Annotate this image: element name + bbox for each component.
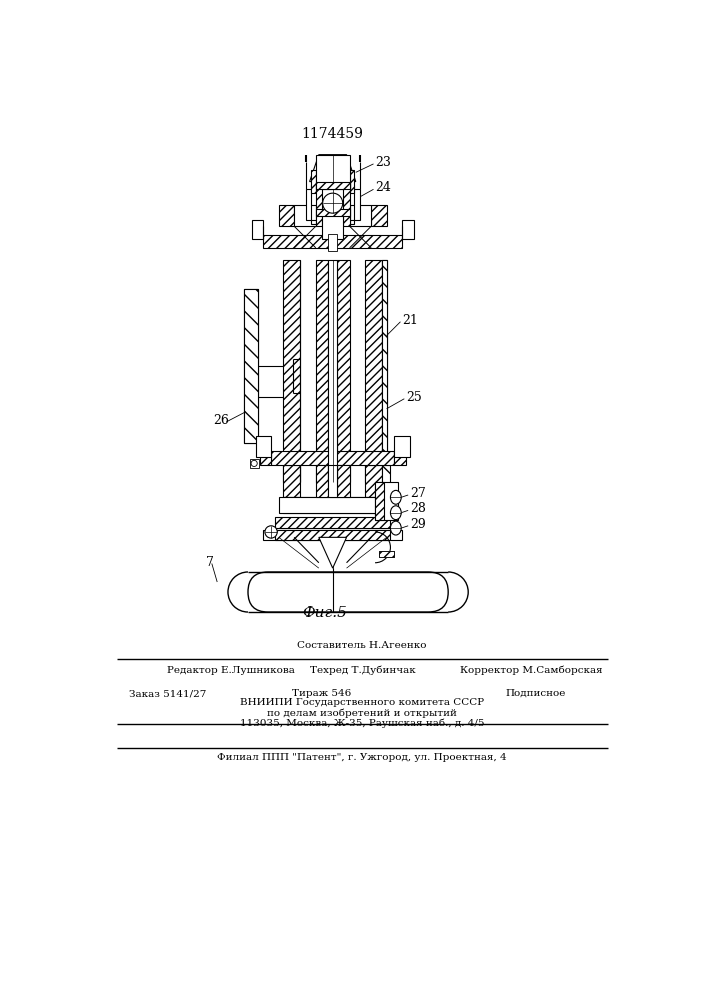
Bar (328, 260, 337, 482)
Bar (244, 289, 258, 443)
Bar (244, 289, 258, 443)
Text: Заказ 5141/27: Заказ 5141/27 (129, 689, 206, 698)
Text: 27: 27 (409, 487, 426, 500)
Bar (284, 260, 300, 482)
Ellipse shape (390, 521, 402, 535)
Bar (365, 465, 382, 497)
Bar (311, 170, 316, 193)
Bar (382, 465, 390, 497)
Bar (328, 465, 337, 497)
Text: Филиал ППП "Патент", г. Ужгород, ул. Проектная, 4: Филиал ППП "Патент", г. Ужгород, ул. Про… (217, 753, 507, 762)
Bar (350, 170, 354, 193)
Bar (337, 465, 350, 497)
Text: 28: 28 (409, 502, 426, 515)
Bar (344, 184, 350, 226)
Bar (284, 465, 300, 497)
Text: Редактор Е.Лушникова: Редактор Е.Лушникова (167, 666, 295, 675)
Text: Техред Т.Дубинчак: Техред Т.Дубинчак (310, 666, 415, 675)
Bar (395, 436, 409, 457)
Bar (382, 260, 387, 482)
Bar (259, 451, 271, 465)
Polygon shape (350, 185, 360, 224)
Bar (402, 220, 414, 239)
Bar (275, 530, 390, 540)
Text: 113035, Москва, Ж-35, Раушская наб., д. 4/5: 113035, Москва, Ж-35, Раушская наб., д. … (240, 718, 484, 728)
Text: 26: 26 (214, 414, 229, 427)
Circle shape (251, 460, 257, 467)
Bar (319, 170, 346, 182)
Bar (275, 517, 390, 528)
Text: по делам изобретений и открытий: по делам изобретений и открытий (267, 708, 457, 718)
Bar (337, 260, 350, 482)
Bar (264, 235, 402, 248)
Circle shape (322, 193, 343, 213)
Bar (316, 209, 350, 216)
Bar (279, 205, 294, 226)
Text: ВНИИПИ Государственного комитета СССР: ВНИИПИ Государственного комитета СССР (240, 698, 484, 707)
Bar (375, 482, 398, 520)
Ellipse shape (390, 490, 402, 504)
Polygon shape (319, 537, 346, 568)
Text: 25: 25 (406, 391, 421, 404)
Bar (322, 210, 344, 239)
Text: Тираж 546: Тираж 546 (291, 689, 351, 698)
Text: 29: 29 (409, 518, 426, 531)
FancyBboxPatch shape (248, 572, 448, 612)
Bar (350, 205, 371, 226)
Bar (365, 260, 382, 482)
Text: Корректор М.Самборская: Корректор М.Самборская (460, 666, 602, 675)
Text: Подписное: Подписное (506, 689, 566, 698)
Bar (316, 155, 350, 189)
Bar (316, 182, 350, 189)
Bar (256, 436, 271, 457)
Bar (250, 459, 259, 468)
Bar (252, 220, 264, 239)
Bar (294, 205, 316, 226)
Bar (379, 551, 395, 557)
Ellipse shape (390, 506, 402, 520)
Bar (395, 451, 406, 465)
Bar (316, 260, 328, 482)
Polygon shape (305, 185, 316, 224)
Bar (375, 482, 385, 520)
Text: 23: 23 (375, 156, 391, 169)
Text: 24: 24 (375, 181, 391, 194)
Text: 21: 21 (402, 314, 418, 327)
Bar (328, 234, 337, 251)
Text: 1174459: 1174459 (302, 127, 363, 141)
Bar (379, 551, 395, 557)
Bar (279, 497, 387, 513)
Bar (371, 205, 387, 226)
Bar (382, 260, 387, 482)
Bar (264, 530, 402, 540)
Polygon shape (310, 155, 356, 182)
Text: Фиг.5: Фиг.5 (303, 606, 347, 620)
Bar (316, 465, 328, 497)
Text: 7: 7 (206, 556, 214, 569)
Text: Составитель Н.Агеенко: Составитель Н.Агеенко (297, 641, 427, 650)
Ellipse shape (265, 526, 277, 538)
Bar (271, 451, 395, 465)
Bar (316, 184, 322, 226)
Bar (284, 497, 382, 513)
